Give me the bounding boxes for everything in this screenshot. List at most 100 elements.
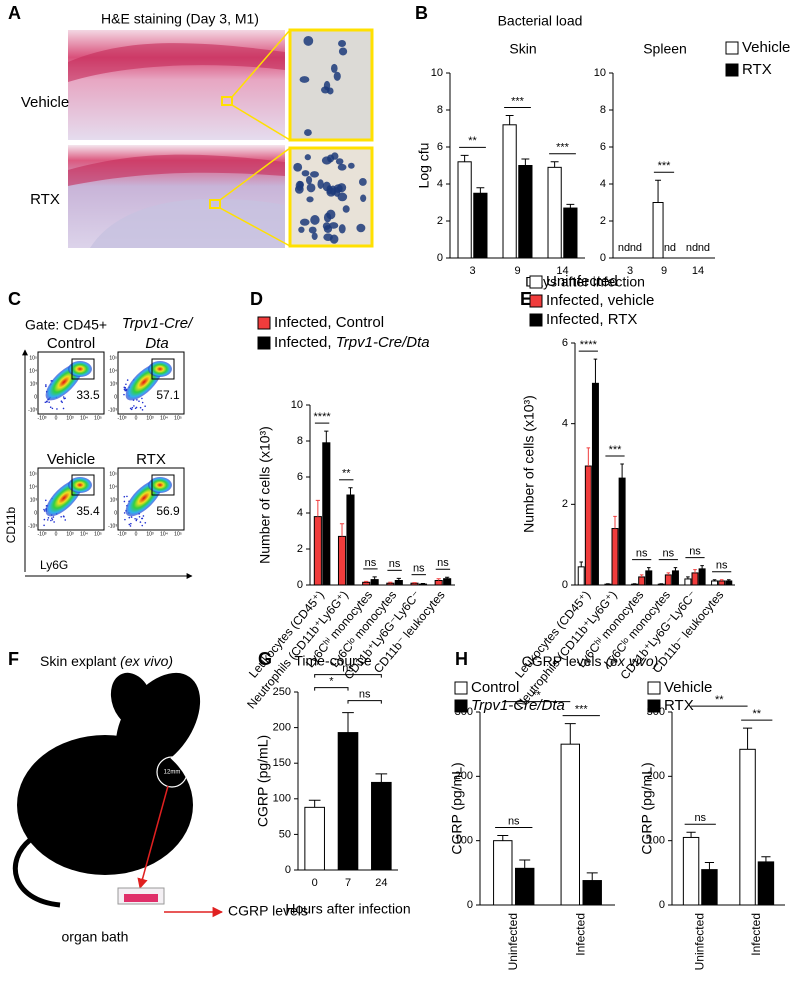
flow-event (129, 525, 132, 527)
error-bar (420, 583, 426, 585)
nucleus (337, 192, 348, 202)
x-tick-label: 9 (514, 265, 520, 277)
tissue-layer (68, 154, 285, 186)
error-bar (566, 203, 575, 209)
inset-image (288, 28, 374, 142)
error-bar (742, 727, 753, 750)
flow-event (123, 393, 125, 396)
flow-event (130, 516, 133, 518)
bar (410, 582, 419, 586)
bar (739, 748, 756, 906)
flow-event (44, 499, 47, 502)
legend-label: Vehicle (664, 679, 712, 696)
significance-label: ns (365, 557, 377, 569)
chart-title: Skin (509, 41, 536, 57)
bar (560, 743, 580, 906)
x-tick-label: 9 (661, 265, 667, 277)
panel-label: B (415, 3, 428, 23)
mouse-ear (110, 672, 154, 728)
y-tick-label: 6 (600, 141, 606, 153)
flow-event (60, 515, 62, 518)
nucleus (311, 232, 318, 240)
error-bar (613, 515, 617, 529)
error-bar (666, 572, 671, 575)
error-bar (693, 569, 697, 573)
nucleus (293, 162, 303, 172)
legend-label-part: Infected, (274, 334, 336, 351)
flow-event (128, 516, 131, 519)
legend-label: Infected, Control (274, 314, 384, 331)
flow-plot-label: Control (47, 335, 95, 352)
flow-event (139, 406, 142, 409)
error-bar (324, 430, 329, 443)
bath-label: organ bath (62, 929, 129, 945)
flow-event (43, 518, 46, 521)
error-bar (364, 580, 369, 583)
flow-event (64, 519, 67, 521)
y-tick-label: 200 (273, 722, 291, 734)
nucleus (358, 177, 367, 186)
error-bar (519, 859, 531, 869)
flow-y-tick: 10⁴ (29, 368, 37, 374)
y-tick-label: 200 (647, 770, 665, 782)
zoom-line (231, 104, 291, 141)
flow-gate (151, 474, 175, 496)
flow-density (148, 361, 172, 377)
panel-title: Skin explant (ex vivo) (40, 653, 173, 669)
legend-swatch (529, 275, 543, 289)
flow-event (144, 522, 147, 524)
flow-y-tick: 0 (34, 394, 37, 400)
bar (691, 572, 699, 586)
bar (418, 583, 428, 586)
error-bar (712, 579, 717, 581)
significance-label: ** (752, 708, 761, 720)
error-bar (655, 179, 662, 203)
y-tick-label: 2 (437, 215, 443, 227)
legend-label-part: Trpv1-Cre/Dta (471, 697, 565, 714)
flow-event (138, 400, 140, 403)
y-tick-label: 100 (647, 835, 665, 847)
flow-event (61, 401, 63, 404)
flow-event (43, 510, 46, 512)
bar (370, 579, 379, 586)
x-tick-label: 24 (375, 877, 387, 889)
value-label: nd (686, 242, 698, 254)
bar (631, 583, 639, 586)
panel-label: C (8, 289, 21, 309)
error-bar (704, 862, 715, 870)
error-bar (308, 799, 321, 808)
flow-event (43, 508, 45, 511)
error-bar (460, 154, 469, 162)
row-label: Vehicle (21, 94, 69, 111)
flow-x-tick: 0 (135, 415, 138, 421)
x-tick-label: Uninfected (506, 913, 520, 970)
flow-event (46, 400, 48, 403)
y-tick-label: 8 (600, 104, 606, 116)
nucleus (310, 214, 320, 225)
x-tick-label: Infected (749, 913, 763, 956)
error-bar (719, 579, 724, 581)
flow-event (62, 407, 65, 410)
flow-y-tick: 10⁵ (109, 471, 117, 477)
y-axis-label: CGRP (pg/mL) (639, 762, 655, 854)
bar (547, 166, 562, 259)
flow-y-tick: 10³ (110, 497, 118, 503)
zoom-line (219, 207, 291, 247)
error-bar (686, 576, 690, 579)
bar (618, 477, 626, 586)
flow-x-tick: 10⁴ (80, 531, 88, 537)
y-tick-label: 0 (467, 899, 473, 911)
flow-event (135, 519, 138, 522)
flow-y-tick: 0 (34, 510, 37, 516)
legend-swatch (257, 316, 271, 330)
bar (584, 465, 592, 586)
y-tick-label: 2 (562, 498, 568, 510)
y-tick-label: 6 (297, 471, 303, 483)
nucleus (326, 209, 336, 220)
flow-event (141, 524, 144, 527)
y-tick-label: 4 (562, 418, 568, 430)
flow-event (64, 397, 66, 400)
bar (563, 207, 578, 259)
flow-x-tick: 10³ (66, 415, 74, 421)
flow-plot-label: Trpv1-Cre/ (122, 315, 194, 332)
